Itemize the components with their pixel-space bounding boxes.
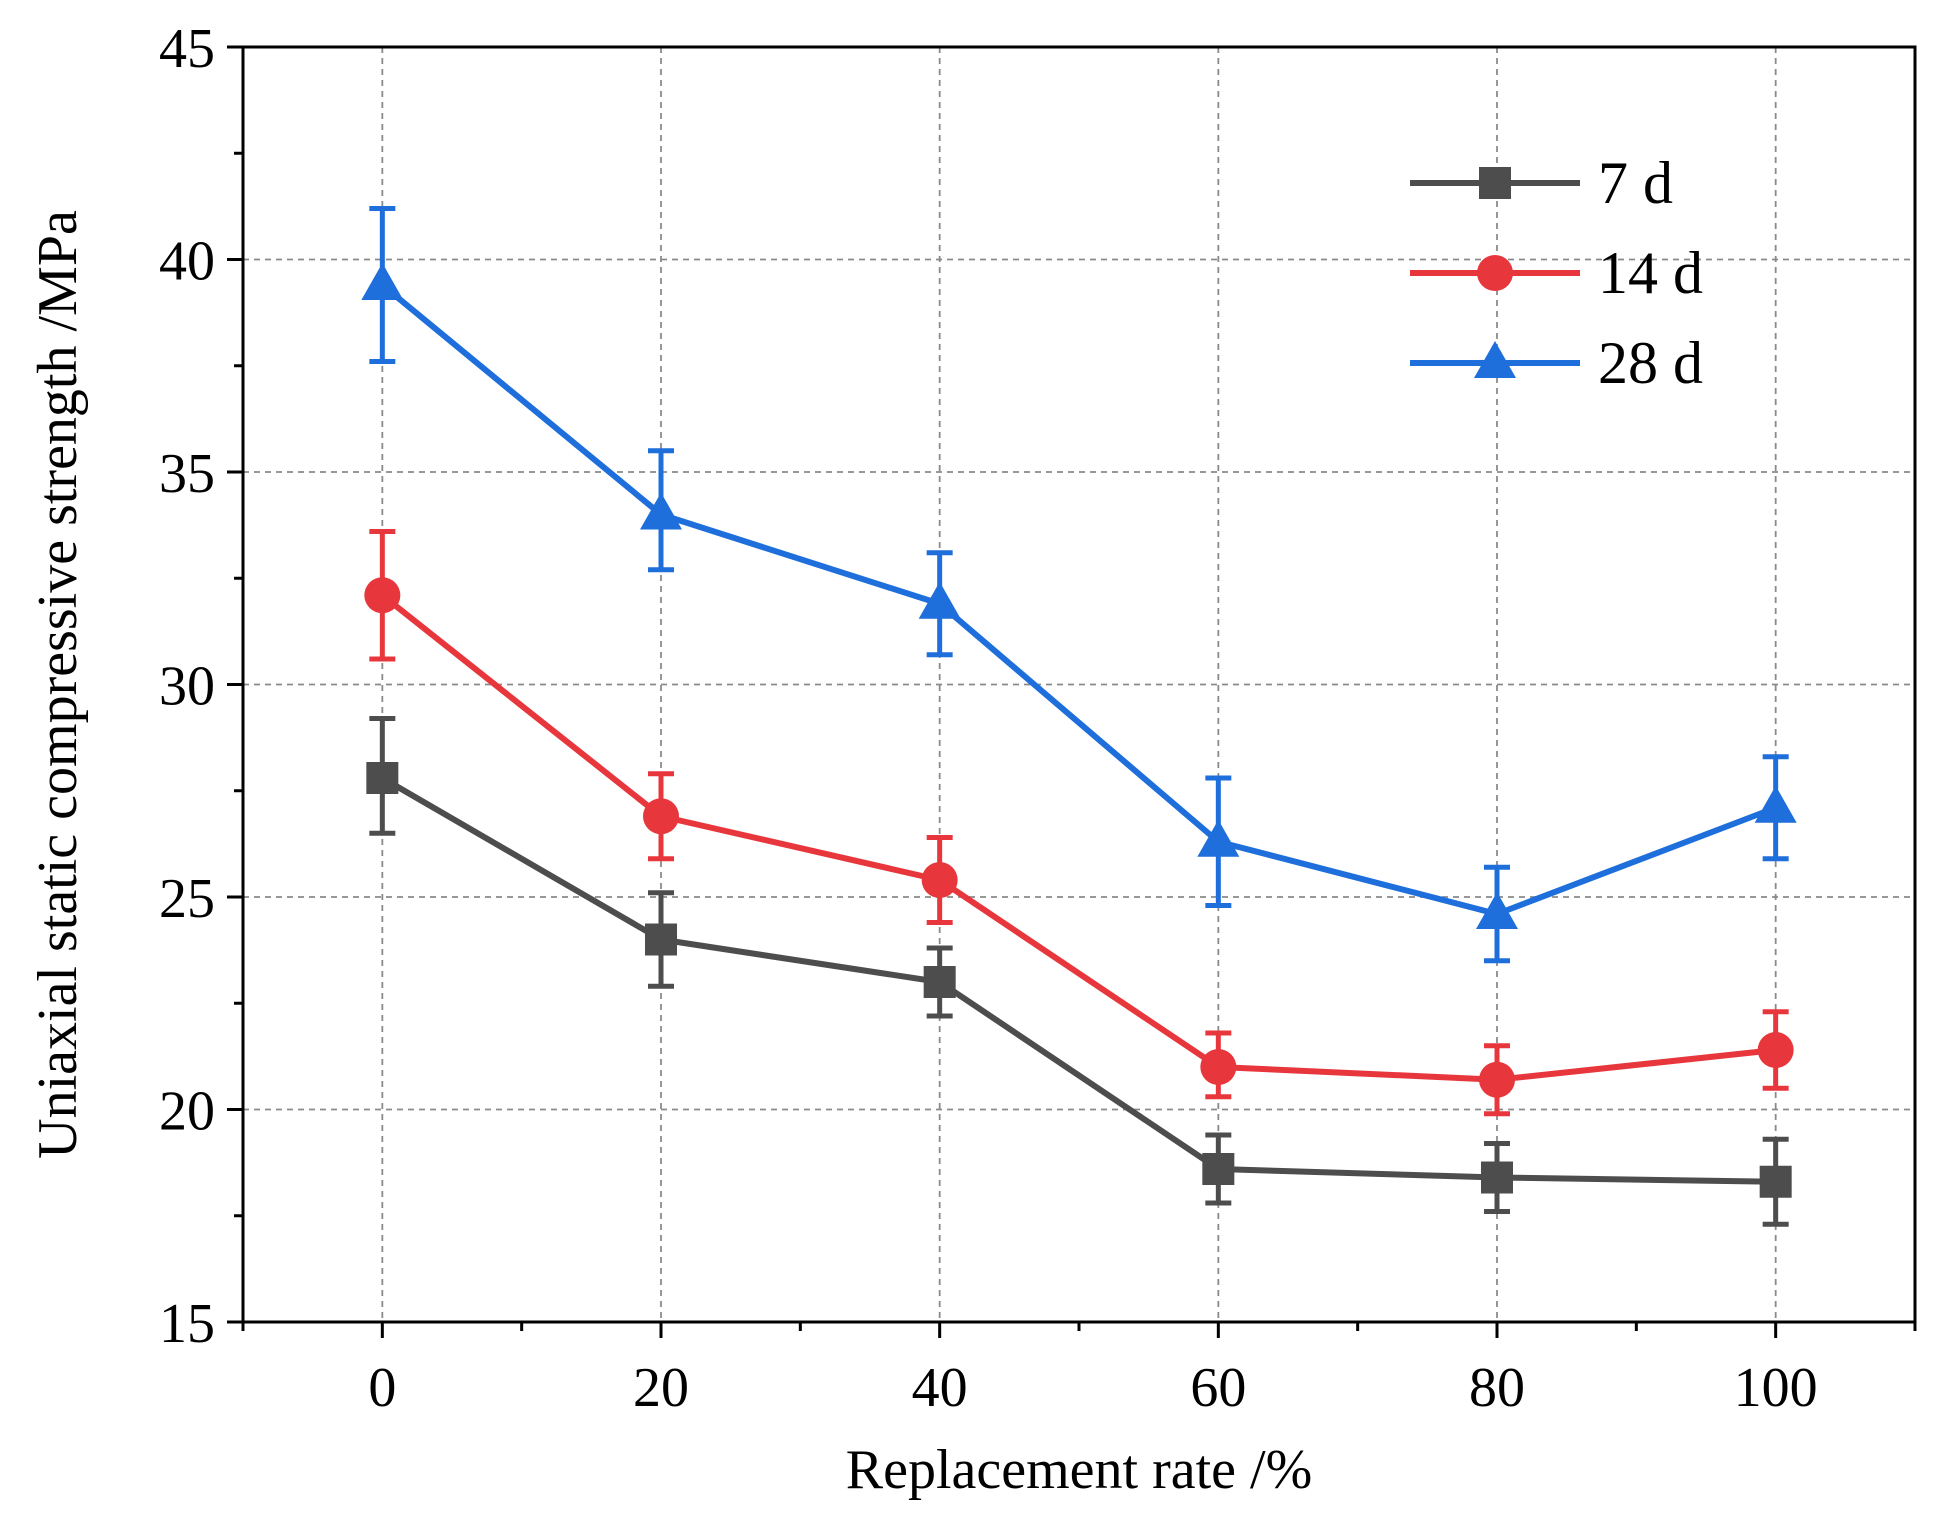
series-layer [361,206,1797,1227]
legend: 7 d 14 d 28 d [1410,150,1703,396]
legend-label: 14 d [1598,240,1703,306]
data-point [643,798,679,835]
data-point [923,966,956,998]
legend-marker [1474,341,1516,378]
series-line [380,775,1776,1185]
legend-marker [1477,255,1513,291]
x-tick-label: 20 [633,1357,689,1419]
grid [243,47,1915,1322]
series-line [380,282,1777,917]
y-tick-label: 40 [159,231,215,293]
data-point [1197,819,1240,857]
data-point [1202,1153,1235,1185]
x-axis-title: Replacement rate /% [846,1439,1312,1501]
y-tick-label: 35 [159,443,215,505]
y-tick-label: 45 [159,18,215,80]
series-line [380,592,1776,1083]
y-tick-label: 15 [159,1293,215,1355]
data-point [1481,1161,1513,1194]
data-point [1479,1061,1515,1098]
x-tick-label: 100 [1734,1357,1818,1419]
series-7d [366,716,1792,1227]
x-tick-label: 80 [1469,1357,1525,1419]
y-tick-label: 30 [159,656,215,718]
data-point [1757,1032,1794,1068]
y-tick-label: 20 [159,1081,215,1143]
y-axis-title: Uniaxial static compressive strength /MP… [27,210,89,1159]
x-tick-label: 0 [368,1357,396,1419]
data-point [918,581,961,619]
data-point [1754,785,1797,823]
data-point [361,263,404,300]
data-point [640,492,682,530]
series-14d [364,529,1794,1117]
data-point [1476,892,1518,929]
x-tick-label: 40 [912,1357,968,1419]
data-point [1759,1165,1792,1198]
data-point [364,577,401,614]
series-28d [361,206,1797,964]
legend-marker [1479,167,1511,199]
legend-label: 28 d [1598,330,1703,396]
legend-label: 7 d [1598,150,1673,216]
x-tick-label: 60 [1190,1357,1246,1419]
legend-item: 7 d [1410,150,1673,216]
data-point [921,862,958,898]
axes: 0 20 40 60 80 100 15 20 25 30 35 40 45 [159,18,1917,1419]
legend-item: 28 d [1410,330,1703,396]
data-point [366,762,399,794]
y-tick-label: 25 [159,868,215,930]
legend-item: 14 d [1410,240,1703,306]
data-point [645,923,677,956]
data-point [1200,1049,1237,1085]
